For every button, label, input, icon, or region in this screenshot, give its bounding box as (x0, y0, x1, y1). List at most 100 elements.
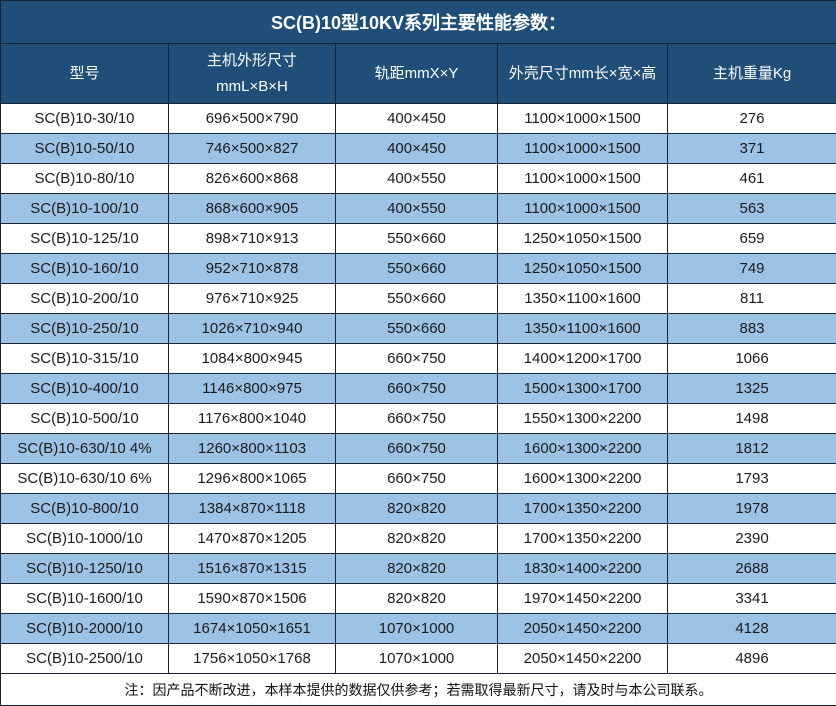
table-cell: 3341 (668, 584, 836, 614)
footer-note: 注：因产品不断改进，本样本提供的数据仅供参考；若需取得最新尺寸，请及时与本公司联… (1, 674, 836, 706)
table-cell: SC(B)10-1600/10 (1, 584, 169, 614)
table-cell: SC(B)10-1000/10 (1, 524, 169, 554)
table-cell: 2050×1450×2200 (498, 644, 668, 674)
column-header: 轨距mmX×Y (336, 44, 498, 104)
table-cell: 820×820 (336, 494, 498, 524)
table-cell: 1350×1100×1600 (498, 314, 668, 344)
table-cell: 1500×1300×1700 (498, 374, 668, 404)
table-cell: 1793 (668, 464, 836, 494)
page-title: SC(B)10型10KV系列主要性能参数： (1, 1, 836, 44)
table-cell: 1250×1050×1500 (498, 224, 668, 254)
table-cell: 550×660 (336, 254, 498, 284)
table-cell: 1812 (668, 434, 836, 464)
table-cell: SC(B)10-80/10 (1, 164, 169, 194)
table-cell: 1674×1050×1651 (169, 614, 336, 644)
table-cell: 898×710×913 (169, 224, 336, 254)
table-cell: SC(B)10-250/10 (1, 314, 169, 344)
table-cell: 550×660 (336, 314, 498, 344)
table-cell: SC(B)10-630/10 4% (1, 434, 169, 464)
footer-row: 注：因产品不断改进，本样本提供的数据仅供参考；若需取得最新尺寸，请及时与本公司联… (1, 674, 836, 706)
table-cell: SC(B)10-2000/10 (1, 614, 169, 644)
table-cell: SC(B)10-315/10 (1, 344, 169, 374)
table-cell: 660×750 (336, 404, 498, 434)
table-cell: 276 (668, 104, 836, 134)
table-cell: 1325 (668, 374, 836, 404)
title-row: SC(B)10型10KV系列主要性能参数： (1, 1, 836, 44)
table-cell: 1516×870×1315 (169, 554, 336, 584)
table-cell: 1100×1000×1500 (498, 194, 668, 224)
column-header: 外壳尺寸mm长×宽×高 (498, 44, 668, 104)
table-cell: SC(B)10-125/10 (1, 224, 169, 254)
table-cell: SC(B)10-2500/10 (1, 644, 169, 674)
column-header: 主机外形尺寸 mmL×B×H (169, 44, 336, 104)
table-cell: 1100×1000×1500 (498, 104, 668, 134)
table-cell: 1100×1000×1500 (498, 134, 668, 164)
table-cell: SC(B)10-630/10 6% (1, 464, 169, 494)
table-cell: 1756×1050×1768 (169, 644, 336, 674)
table-cell: 820×820 (336, 584, 498, 614)
table-cell: 1070×1000 (336, 644, 498, 674)
table-cell: 696×500×790 (169, 104, 336, 134)
table-cell: 868×600×905 (169, 194, 336, 224)
table-cell: SC(B)10-1250/10 (1, 554, 169, 584)
table-cell: SC(B)10-100/10 (1, 194, 169, 224)
table-cell: 2390 (668, 524, 836, 554)
table-cell: 1470×870×1205 (169, 524, 336, 554)
table-cell: 1250×1050×1500 (498, 254, 668, 284)
table-cell: 1590×870×1506 (169, 584, 336, 614)
table-cell: 550×660 (336, 224, 498, 254)
table-cell: 746×500×827 (169, 134, 336, 164)
table-cell: 563 (668, 194, 836, 224)
table-cell: 2050×1450×2200 (498, 614, 668, 644)
table-cell: 952×710×878 (169, 254, 336, 284)
table-cell: 400×450 (336, 104, 498, 134)
table-cell: 1146×800×975 (169, 374, 336, 404)
table-cell: 550×660 (336, 284, 498, 314)
table-cell: 1600×1300×2200 (498, 434, 668, 464)
table-cell: 749 (668, 254, 836, 284)
table-cell: 660×750 (336, 464, 498, 494)
table-cell: 1070×1000 (336, 614, 498, 644)
table-cell: 1026×710×940 (169, 314, 336, 344)
table-cell: 400×550 (336, 194, 498, 224)
table-cell: 659 (668, 224, 836, 254)
table-cell: 400×550 (336, 164, 498, 194)
table-cell: 1700×1350×2200 (498, 524, 668, 554)
table-cell: 1066 (668, 344, 836, 374)
table-cell: 1296×800×1065 (169, 464, 336, 494)
table-cell: 461 (668, 164, 836, 194)
table-cell: 371 (668, 134, 836, 164)
table-cell: 1176×800×1040 (169, 404, 336, 434)
table-cell: 1498 (668, 404, 836, 434)
table-cell: SC(B)10-200/10 (1, 284, 169, 314)
table-cell: SC(B)10-800/10 (1, 494, 169, 524)
table-cell: 811 (668, 284, 836, 314)
table-cell: 1350×1100×1600 (498, 284, 668, 314)
table-cell: 826×600×868 (169, 164, 336, 194)
table-cell: 1700×1350×2200 (498, 494, 668, 524)
table-cell: 1978 (668, 494, 836, 524)
table-cell: 883 (668, 314, 836, 344)
table-cell: 2688 (668, 554, 836, 584)
table-cell: 4896 (668, 644, 836, 674)
table-cell: SC(B)10-500/10 (1, 404, 169, 434)
column-header: 型号 (1, 44, 169, 104)
table-cell: 1384×870×1118 (169, 494, 336, 524)
table-cell: 976×710×925 (169, 284, 336, 314)
table-cell: 660×750 (336, 374, 498, 404)
